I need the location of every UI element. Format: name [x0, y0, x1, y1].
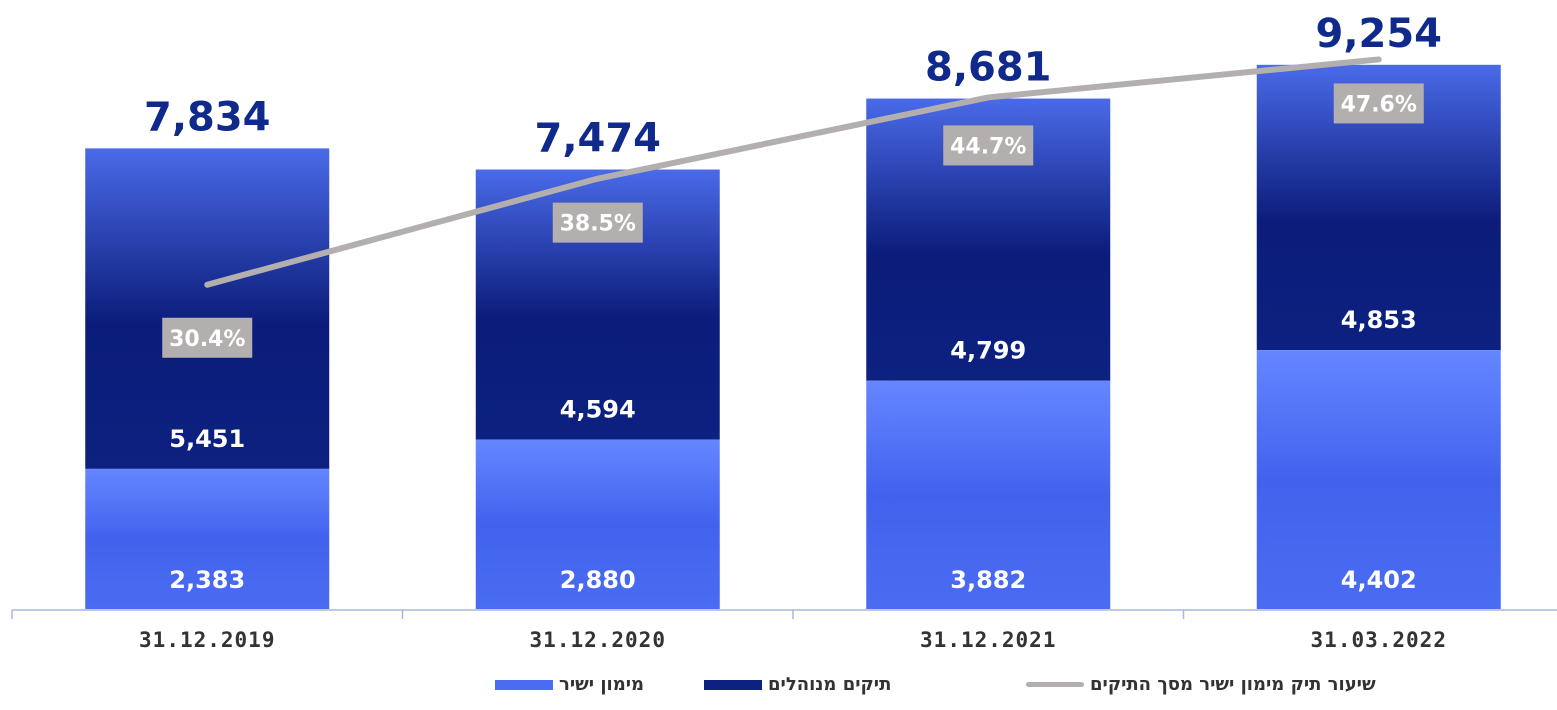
legend-label-direct: מימון ישיר — [559, 674, 645, 695]
ratio-label: 30.4% — [162, 317, 253, 358]
total-value-label: 7,474 — [534, 116, 661, 162]
bar-direct — [1256, 350, 1501, 609]
managed-value-label: 5,451 — [169, 425, 245, 453]
ratio-label-text: 30.4% — [169, 327, 245, 352]
ratio-label-box — [1333, 83, 1424, 124]
managed-value-label: 4,853 — [1341, 306, 1417, 334]
direct-value-label: 2,383 — [169, 566, 245, 594]
ratio-label: 44.7% — [943, 125, 1034, 166]
legend-item-managed: תיקים מנוהלים — [704, 674, 891, 695]
total-value-label: 8,681 — [925, 45, 1052, 91]
x-tick-label: 31.03.2022 — [1311, 628, 1447, 652]
total-value-label: 7,834 — [144, 94, 271, 140]
stacked-bar-chart: 31.12.2019 31.12.2020 31.12.2021 31.03.2022… — [11, 11, 1557, 652]
direct-value-label: 2,880 — [560, 566, 636, 594]
legend-light-swatch — [495, 679, 553, 690]
bar-direct — [85, 468, 330, 609]
ratio-label-box — [943, 125, 1034, 166]
ratio-label-text: 38.5% — [560, 212, 636, 237]
legend-dark-swatch — [704, 679, 762, 690]
managed-value-label: 4,799 — [950, 337, 1026, 365]
legend-item-ratio: שיעור תיק מימון ישיר מסך התיקים — [1026, 674, 1376, 695]
direct-value-label: 3,882 — [950, 566, 1026, 594]
ratio-label: 38.5% — [552, 202, 643, 243]
legend-label-ratio: שיעור תיק מימון ישיר מסך התיקים — [1090, 674, 1376, 695]
ratio-label: 47.6% — [1333, 83, 1424, 124]
legend: שיעור תיק מימון ישיר מסך התיקים תיקים מנ… — [0, 674, 1557, 710]
legend-item-direct: מימון ישיר — [495, 674, 644, 695]
bar-direct — [866, 380, 1111, 609]
bar-managed — [85, 148, 330, 469]
legend-label-managed: תיקים מנוהלים — [768, 674, 892, 695]
managed-value-label: 4,594 — [560, 396, 636, 424]
legend-line-swatch — [1026, 682, 1084, 687]
ratio-label-box — [552, 202, 643, 243]
bar-direct — [475, 439, 720, 609]
direct-value-label: 4,402 — [1341, 566, 1417, 594]
total-value-label: 9,254 — [1315, 11, 1442, 57]
x-tick-label: 31.12.2020 — [530, 628, 666, 652]
ratio-label-box — [162, 317, 253, 358]
ratio-label-text: 47.6% — [1341, 92, 1417, 117]
ratio-label-text: 44.7% — [950, 134, 1026, 159]
x-tick-label: 31.12.2021 — [920, 628, 1056, 652]
x-tick-label: 31.12.2019 — [139, 628, 275, 652]
ratio-line — [204, 56, 1382, 288]
